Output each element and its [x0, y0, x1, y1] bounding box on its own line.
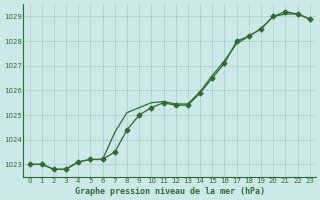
X-axis label: Graphe pression niveau de la mer (hPa): Graphe pression niveau de la mer (hPa) — [75, 187, 265, 196]
